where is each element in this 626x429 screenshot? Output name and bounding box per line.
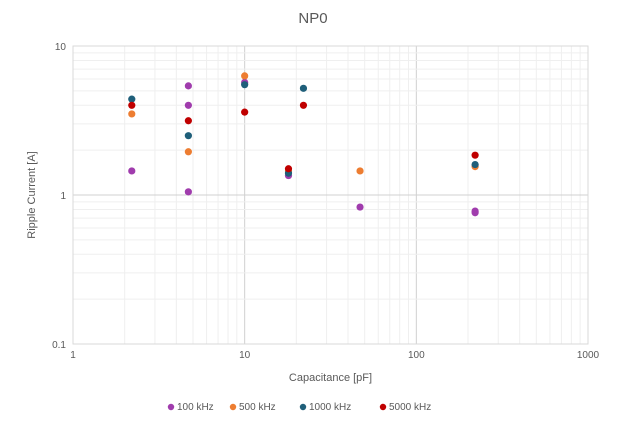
x-tick-label: 10 xyxy=(239,350,251,361)
legend-label: 5000 kHz xyxy=(389,402,431,413)
legend-label: 500 kHz xyxy=(239,402,276,413)
data-point xyxy=(241,108,249,116)
data-point xyxy=(128,167,136,175)
data-point xyxy=(184,101,192,109)
legend-label: 100 kHz xyxy=(177,402,214,413)
x-tick-label: 1000 xyxy=(577,350,600,361)
y-tick-label: 1 xyxy=(60,191,66,202)
data-point xyxy=(241,72,249,80)
plot-border xyxy=(72,45,589,345)
data-point xyxy=(184,117,192,125)
x-axis-label: Capacitance [pF] xyxy=(289,372,372,384)
data-point xyxy=(356,167,364,175)
legend-marker xyxy=(167,403,175,411)
y-axis-label: Ripple Current [A] xyxy=(26,151,38,238)
data-point xyxy=(284,165,293,173)
data-point xyxy=(356,203,364,211)
data-point xyxy=(184,148,192,156)
legend-marker xyxy=(229,403,237,411)
data-point xyxy=(184,188,192,196)
legend-label: 1000 kHz xyxy=(309,402,351,413)
legend-marker xyxy=(299,403,307,411)
tick-labels: 1 10 100 1000 0.1 1 10 xyxy=(52,42,599,361)
y-tick-label: 10 xyxy=(55,42,67,53)
x-tick-label: 100 xyxy=(408,350,425,361)
chart-title: NP0 xyxy=(298,10,327,27)
data-point xyxy=(184,132,192,140)
y-tick-label: 0.1 xyxy=(52,340,66,351)
legend: 100 kHz 500 kHz 1000 kHz 5000 kHz xyxy=(167,402,431,413)
data-point xyxy=(471,160,479,169)
data-point xyxy=(471,209,479,217)
grid xyxy=(72,46,588,345)
data-point xyxy=(184,82,192,90)
data-point xyxy=(128,101,136,109)
data-points xyxy=(128,72,479,217)
legend-marker xyxy=(379,403,387,411)
data-point xyxy=(128,110,136,118)
data-point xyxy=(471,151,479,159)
data-point xyxy=(299,84,308,92)
data-point xyxy=(299,101,308,109)
data-point xyxy=(241,81,249,89)
data-point xyxy=(128,95,136,103)
x-tick-label: 1 xyxy=(70,350,76,361)
